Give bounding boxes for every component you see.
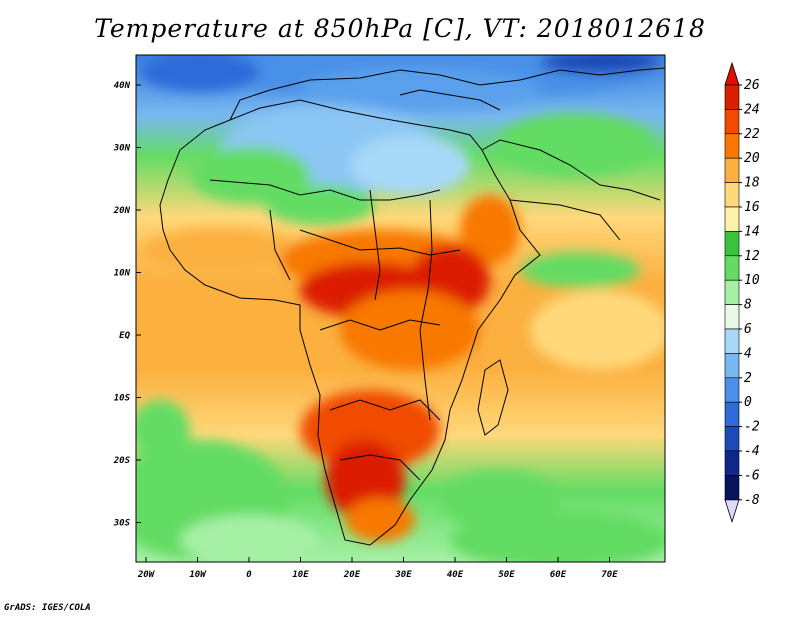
colorbar-label: 10 bbox=[744, 273, 760, 288]
x-tick-label: 20E bbox=[343, 570, 361, 580]
latitude-axis: 40N 30N 20N 10N EQ 10S 20S 30S bbox=[113, 81, 141, 529]
colorbar-label: 8 bbox=[744, 298, 752, 313]
colorbar-swatch bbox=[724, 475, 740, 501]
y-tick-label: EQ bbox=[119, 331, 130, 341]
colorbar-label: 12 bbox=[744, 249, 760, 264]
colorbar-label: -6 bbox=[744, 468, 760, 483]
colorbar-swatch bbox=[724, 109, 740, 135]
longitude-axis: 20W 10W 0 10E 20E 30E 40E 50E 60E 70E bbox=[137, 557, 618, 580]
colorbar-swatch bbox=[724, 157, 740, 183]
colorbar-label: 18 bbox=[744, 176, 760, 191]
plot-frame bbox=[135, 54, 666, 563]
colorbar-label: 6 bbox=[744, 322, 752, 337]
colorbar-label: 2 bbox=[744, 371, 752, 386]
colorbar-label: 22 bbox=[744, 127, 760, 142]
x-tick-label: 40E bbox=[447, 570, 464, 580]
x-tick-label: 50E bbox=[498, 570, 515, 580]
x-tick-label: 10W bbox=[189, 570, 207, 580]
colorbar-label: 4 bbox=[744, 346, 752, 361]
x-tick-label: 30E bbox=[394, 570, 412, 580]
colorbar-label: 16 bbox=[744, 200, 760, 215]
colorbar-swatch bbox=[724, 377, 740, 403]
y-tick-label: 10N bbox=[114, 269, 131, 279]
colorbar-label: 14 bbox=[744, 224, 760, 239]
colorbar-label: 24 bbox=[744, 102, 760, 117]
x-tick-label: 60E bbox=[550, 570, 567, 580]
y-tick-label: 30S bbox=[113, 519, 131, 529]
credit-label: GrADS: IGES/COLA bbox=[4, 603, 91, 613]
colorbar-swatch bbox=[724, 426, 740, 452]
colorbar-label: -4 bbox=[744, 444, 760, 459]
colorbar-label: 0 bbox=[744, 395, 752, 410]
x-tick-label: 70E bbox=[601, 570, 618, 580]
y-tick-label: 40N bbox=[114, 81, 131, 91]
x-tick-label: 0 bbox=[246, 570, 252, 580]
x-tick-label: 10E bbox=[292, 570, 309, 580]
y-tick-label: 10S bbox=[114, 394, 131, 404]
y-tick-label: 30N bbox=[113, 144, 131, 154]
colorbar-swatch bbox=[724, 328, 740, 354]
colorbar-over-arrow bbox=[724, 61, 740, 86]
colorbar-swatch bbox=[724, 84, 740, 110]
colorbar-swatch bbox=[724, 401, 740, 427]
colorbar-swatch bbox=[724, 450, 740, 476]
colorbar-swatch bbox=[724, 133, 740, 159]
coastlines bbox=[159, 67, 665, 546]
colorbar-label: -2 bbox=[744, 420, 760, 435]
colorbar-label: -8 bbox=[744, 493, 760, 508]
y-tick-label: 20S bbox=[113, 456, 131, 466]
colorbar-swatch bbox=[724, 182, 740, 208]
y-tick-label: 20N bbox=[113, 206, 131, 216]
colorbar-under-arrow bbox=[724, 499, 740, 524]
chart-title: Temperature at 850hPa [C], VT: 201801261… bbox=[94, 14, 706, 43]
colorbar-label: 26 bbox=[744, 78, 760, 93]
x-tick-label: 20W bbox=[137, 570, 156, 580]
colorbar-swatch bbox=[724, 279, 740, 305]
colorbar-label: 20 bbox=[744, 151, 760, 166]
colorbar-swatch bbox=[724, 231, 740, 257]
colorbar-swatch bbox=[724, 206, 740, 232]
colorbar-swatch bbox=[724, 353, 740, 379]
colorbar-swatch bbox=[724, 255, 740, 281]
colorbar-swatch bbox=[724, 304, 740, 330]
